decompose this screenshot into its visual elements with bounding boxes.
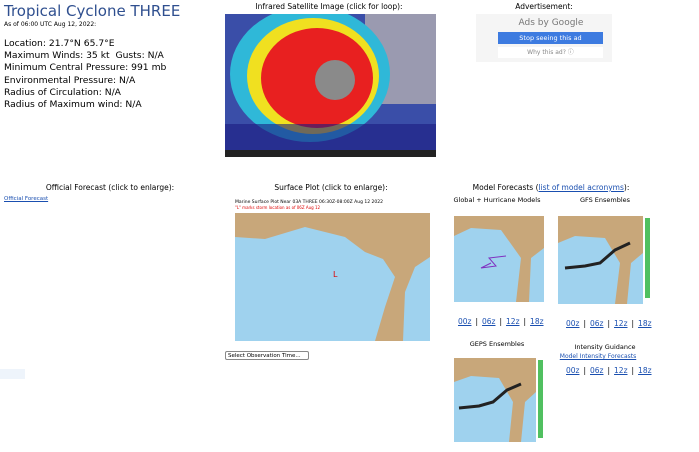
- geps-map[interactable]: [451, 350, 546, 445]
- ad-why-button[interactable]: Why this ad? ⓘ: [498, 47, 603, 58]
- heading-prefix: Model Forecasts (: [472, 183, 539, 192]
- run-link[interactable]: 18z: [638, 319, 652, 328]
- separator: |: [607, 366, 611, 375]
- run-link[interactable]: 18z: [638, 366, 652, 375]
- panel: [0, 369, 25, 379]
- separator: |: [499, 317, 503, 326]
- models-heading: Model Forecasts (list of model acronyms)…: [473, 183, 630, 192]
- gfs-label: GFS Ensembles: [579, 196, 631, 204]
- global-map[interactable]: [451, 208, 546, 305]
- run-links: 00z | 06z | 12z | 18z: [562, 319, 656, 328]
- separator: |: [475, 317, 479, 326]
- detail: Radius of Circulation: N/A: [4, 86, 121, 98]
- separator: |: [523, 317, 527, 326]
- as-of: As of 06:00 UTC Aug 12, 2022:: [4, 21, 97, 28]
- detail: Environmental Pressure: N/A: [4, 74, 136, 86]
- map-subtitle: "L" marks storm location as of 06Z Aug 1…: [235, 205, 320, 210]
- satellite-heading: Infrared Satellite Image (click for loop…: [255, 2, 403, 11]
- separator: |: [631, 366, 635, 375]
- run-link[interactable]: 18z: [530, 317, 544, 326]
- surface-map[interactable]: Marine Surface Plot Near 03A THREE 06:30…: [225, 197, 434, 345]
- gfs-map[interactable]: [555, 208, 654, 307]
- separator: |: [607, 319, 611, 328]
- separator: |: [631, 319, 635, 328]
- run-link[interactable]: 06z: [482, 317, 496, 326]
- detail: Location: 21.7°N 65.7°E: [4, 38, 115, 49]
- ad-heading: Advertisement:: [515, 2, 573, 11]
- satellite-image[interactable]: [225, 14, 436, 157]
- storm-mark: L: [333, 270, 338, 279]
- detail: Radius of Maximum wind: N/A: [4, 99, 142, 111]
- run-links: 00z | 06z | 12z | 18z: [562, 366, 656, 375]
- run-link[interactable]: 12z: [614, 319, 628, 328]
- map-title: Marine Surface Plot Near 03A THREE 06:30…: [235, 199, 383, 205]
- run-link[interactable]: 12z: [614, 366, 628, 375]
- run-link[interactable]: 00z: [566, 319, 580, 328]
- heading-suffix: ):: [623, 183, 630, 192]
- run-links: 00z | 06z | 12z | 18z: [454, 317, 548, 326]
- official-link[interactable]: Official Forecast: [4, 196, 49, 202]
- intensity-link[interactable]: Model Intensity Forecasts: [559, 353, 637, 360]
- detail: Maximum Winds: 35 kt Gusts: N/A: [4, 50, 164, 62]
- ad-box: Ads by Google Stop seeing this ad Why th…: [476, 14, 612, 62]
- separator: |: [583, 366, 587, 375]
- acronyms-link[interactable]: list of model acronyms: [538, 183, 624, 192]
- official-heading: Official Forecast (click to enlarge):: [45, 183, 175, 192]
- separator: |: [583, 319, 587, 328]
- run-link[interactable]: 00z: [566, 366, 580, 375]
- run-link[interactable]: 12z: [506, 317, 520, 326]
- run-link[interactable]: 06z: [590, 319, 604, 328]
- run-link[interactable]: 00z: [458, 317, 472, 326]
- intensity-label: Intensity Guidance: [574, 343, 636, 351]
- geps-label: GEPS Ensembles: [469, 340, 525, 348]
- storm-title: Tropical Cyclone THREE: [4, 2, 181, 20]
- global-label: Global + Hurricane Models: [453, 196, 541, 204]
- surface-heading: Surface Plot (click to enlarge):: [274, 183, 388, 192]
- ad-stop-button[interactable]: Stop seeing this ad: [498, 32, 603, 44]
- detail: Minimum Central Pressure: 991 mb: [4, 62, 167, 74]
- run-link[interactable]: 06z: [590, 366, 604, 375]
- storm-details: Location: 21.7°N 65.7°E Maximum Winds: 3…: [4, 38, 166, 111]
- ad-brand: Ads by Google: [518, 18, 584, 28]
- observation-select[interactable]: Select Observation Time...: [225, 351, 309, 360]
